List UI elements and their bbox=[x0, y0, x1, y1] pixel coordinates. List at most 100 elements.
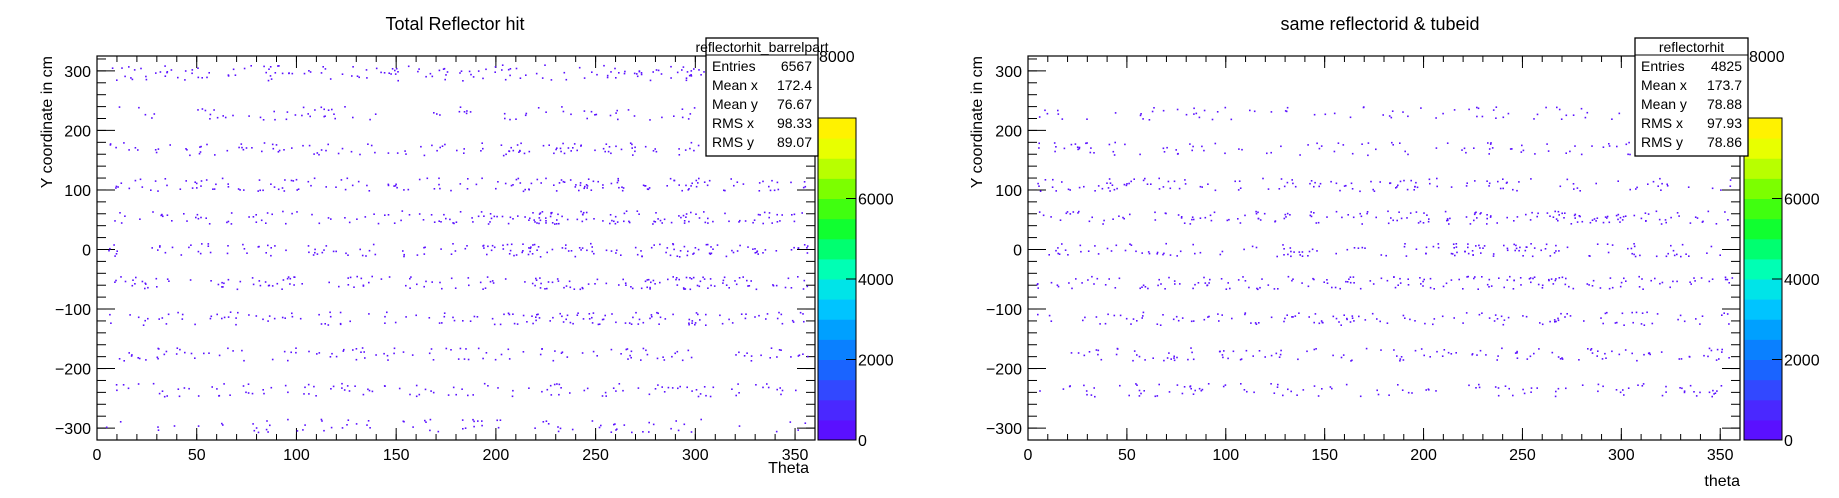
hit-point bbox=[360, 351, 362, 353]
hit-point bbox=[1666, 185, 1669, 187]
hit-point bbox=[681, 108, 684, 110]
hit-point bbox=[605, 395, 607, 397]
hit-point bbox=[637, 323, 640, 325]
hit-point bbox=[409, 277, 411, 280]
hit-point bbox=[1162, 147, 1165, 150]
hit-point bbox=[1454, 254, 1456, 257]
hit-point bbox=[1340, 356, 1343, 359]
hit-point bbox=[1162, 186, 1165, 188]
hit-point bbox=[675, 277, 678, 279]
hit-point bbox=[732, 251, 735, 254]
hit-point bbox=[657, 69, 660, 72]
hit-point bbox=[681, 69, 683, 71]
hit-point bbox=[457, 358, 460, 360]
hit-point bbox=[1270, 111, 1273, 113]
hit-point bbox=[1074, 143, 1077, 145]
hit-point bbox=[1591, 145, 1593, 147]
hit-point bbox=[1552, 216, 1555, 218]
hit-point bbox=[1275, 352, 1278, 355]
hit-point bbox=[396, 152, 399, 154]
hit-point bbox=[116, 79, 118, 81]
hit-point bbox=[1557, 319, 1560, 322]
hit-point bbox=[137, 316, 140, 319]
hit-point bbox=[538, 317, 541, 319]
hit-point bbox=[1187, 358, 1189, 361]
hit-point bbox=[1129, 213, 1131, 216]
hit-point bbox=[1621, 219, 1624, 221]
hit-point bbox=[445, 74, 447, 76]
hit-point bbox=[1401, 389, 1404, 391]
hit-point bbox=[164, 251, 167, 254]
hit-point bbox=[369, 427, 371, 429]
hit-point bbox=[682, 66, 685, 68]
hit-point bbox=[1345, 383, 1348, 386]
hit-point bbox=[1301, 251, 1304, 253]
hit-point bbox=[1622, 215, 1625, 218]
hit-point bbox=[548, 144, 550, 146]
hit-point bbox=[804, 422, 807, 424]
hit-point bbox=[519, 182, 522, 184]
hit-point bbox=[1441, 315, 1444, 318]
hit-point bbox=[1487, 142, 1489, 144]
hit-point bbox=[650, 314, 653, 316]
hit-point bbox=[491, 244, 494, 247]
stats-row-value: 4825 bbox=[1711, 58, 1742, 74]
hit-point bbox=[1091, 216, 1093, 219]
hit-point bbox=[323, 108, 325, 111]
hit-point bbox=[545, 420, 548, 422]
hit-point bbox=[1410, 179, 1412, 182]
hit-point bbox=[591, 246, 593, 248]
hit-point bbox=[1086, 142, 1088, 144]
hit-point bbox=[341, 147, 344, 150]
stats-row-label: Mean x bbox=[1641, 77, 1687, 93]
hit-point bbox=[776, 388, 778, 391]
hit-point bbox=[771, 222, 773, 224]
hit-point bbox=[1244, 313, 1246, 316]
hit-point bbox=[1124, 143, 1126, 146]
hit-point bbox=[706, 184, 709, 187]
hit-point bbox=[690, 211, 692, 214]
hit-point bbox=[487, 385, 489, 387]
hit-point bbox=[123, 142, 125, 144]
hit-point bbox=[227, 74, 230, 76]
hit-point bbox=[1479, 247, 1481, 249]
hit-point bbox=[329, 78, 332, 80]
hit-point bbox=[1123, 183, 1126, 186]
hit-point bbox=[633, 72, 636, 75]
hit-point bbox=[1112, 218, 1114, 220]
hit-point bbox=[1259, 286, 1261, 289]
hit-point bbox=[415, 395, 418, 398]
hit-point bbox=[1176, 356, 1178, 359]
hit-point bbox=[586, 387, 589, 390]
hit-point bbox=[479, 281, 482, 284]
hit-point bbox=[539, 219, 542, 222]
hit-point bbox=[494, 71, 496, 73]
hit-point bbox=[799, 311, 802, 314]
hit-point bbox=[1392, 219, 1394, 222]
hit-point bbox=[768, 212, 771, 214]
hit-point bbox=[539, 256, 542, 258]
hit-point bbox=[541, 77, 544, 79]
hit-point bbox=[615, 145, 617, 148]
hit-point bbox=[111, 67, 114, 69]
x-tick-label: 200 bbox=[483, 447, 510, 464]
hit-point bbox=[1170, 358, 1172, 360]
hit-point bbox=[1453, 317, 1455, 319]
hit-point bbox=[673, 248, 675, 251]
hit-point bbox=[693, 68, 695, 70]
hit-point bbox=[151, 117, 153, 119]
hit-point bbox=[176, 347, 179, 349]
hit-point bbox=[1309, 214, 1312, 217]
hit-point bbox=[802, 313, 804, 315]
hit-point bbox=[742, 183, 745, 185]
hit-point bbox=[739, 219, 741, 222]
hit-point bbox=[1428, 178, 1431, 181]
hit-point bbox=[793, 213, 796, 216]
hit-point bbox=[1359, 212, 1361, 215]
hit-point bbox=[1402, 111, 1404, 113]
hit-point bbox=[262, 119, 265, 121]
hit-point bbox=[486, 276, 489, 278]
hit-point bbox=[688, 74, 691, 77]
hit-point bbox=[1070, 143, 1073, 146]
hit-point bbox=[1184, 183, 1187, 185]
